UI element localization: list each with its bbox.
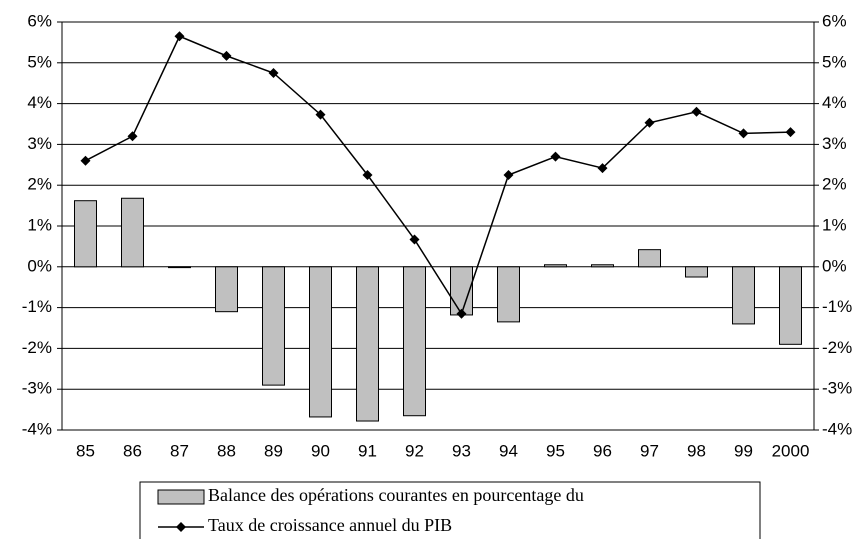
- marker: [409, 234, 420, 245]
- x-tick-label: 91: [358, 441, 377, 460]
- marker: [644, 117, 655, 128]
- marker: [738, 128, 749, 139]
- x-tick-label: 98: [687, 441, 706, 460]
- x-tick-label: 95: [546, 441, 565, 460]
- marker: [597, 163, 608, 174]
- bar: [121, 197, 144, 268]
- y-tick-label: 3%: [27, 134, 52, 153]
- y2-tick-label: 5%: [822, 52, 847, 71]
- y2-tick-label: -4%: [822, 419, 852, 438]
- marker: [456, 308, 467, 319]
- y2-tick-label: 3%: [822, 134, 847, 153]
- x-tick-label: 87: [170, 441, 189, 460]
- y-tick-label: -1%: [22, 297, 52, 316]
- marker: [174, 31, 185, 42]
- marker: [127, 131, 138, 142]
- y-tick-label: -4%: [22, 419, 52, 438]
- y-tick-label: 5%: [27, 52, 52, 71]
- x-tick-label: 97: [640, 441, 659, 460]
- bar: [544, 264, 567, 268]
- y-tick-label: -2%: [22, 338, 52, 357]
- y2-tick-label: -2%: [822, 338, 852, 357]
- y-tick-label: -3%: [22, 379, 52, 398]
- y-tick-label: 4%: [27, 93, 52, 112]
- x-tick-label: 94: [499, 441, 518, 460]
- x-tick-label: 86: [123, 441, 142, 460]
- marker: [785, 127, 796, 138]
- y2-tick-label: 1%: [822, 215, 847, 234]
- y2-tick-label: 2%: [822, 175, 847, 194]
- marker: [221, 50, 232, 61]
- x-tick-label: 88: [217, 441, 236, 460]
- legend-swatch: [157, 489, 205, 505]
- bar: [215, 266, 238, 313]
- marker: [362, 170, 373, 180]
- marker: [503, 170, 514, 180]
- bar: [262, 266, 285, 386]
- y-tick-label: 2%: [27, 175, 52, 194]
- bar: [168, 266, 191, 269]
- bar: [356, 266, 379, 422]
- legend-marker: [176, 522, 186, 532]
- marker: [315, 109, 326, 120]
- bar: [403, 266, 426, 417]
- legend-label: Taux de croissance annuel du PIB: [208, 515, 452, 535]
- bar: [638, 249, 661, 268]
- y2-tick-label: 6%: [822, 11, 847, 30]
- legend-label: Balance des opérations courantes en pour…: [208, 485, 584, 505]
- bar: [732, 266, 755, 325]
- bar: [591, 264, 614, 268]
- line: [85, 35, 791, 316]
- y2-tick-label: 0%: [822, 256, 847, 275]
- y-tick-label: 1%: [27, 215, 52, 234]
- y2-tick-label: -3%: [822, 379, 852, 398]
- bar: [309, 266, 332, 418]
- x-tick-label: 96: [593, 441, 612, 460]
- x-tick-label: 93: [452, 441, 471, 460]
- x-tick-label: 2000: [772, 441, 810, 460]
- x-tick-label: 99: [734, 441, 753, 460]
- bar: [685, 266, 708, 278]
- y2-tick-label: -1%: [822, 297, 852, 316]
- bar: [74, 200, 97, 268]
- y-tick-label: 6%: [27, 11, 52, 30]
- x-tick-label: 90: [311, 441, 330, 460]
- marker: [691, 106, 702, 117]
- marker: [550, 151, 561, 162]
- marker: [268, 68, 279, 78]
- marker: [80, 155, 91, 166]
- legend-box: [139, 481, 761, 539]
- x-tick-label: 85: [76, 441, 95, 460]
- y2-tick-label: 4%: [822, 93, 847, 112]
- x-tick-label: 92: [405, 441, 424, 460]
- y-tick-label: 0%: [27, 256, 52, 275]
- x-tick-label: 89: [264, 441, 283, 460]
- bar: [497, 266, 520, 323]
- bar: [779, 266, 802, 345]
